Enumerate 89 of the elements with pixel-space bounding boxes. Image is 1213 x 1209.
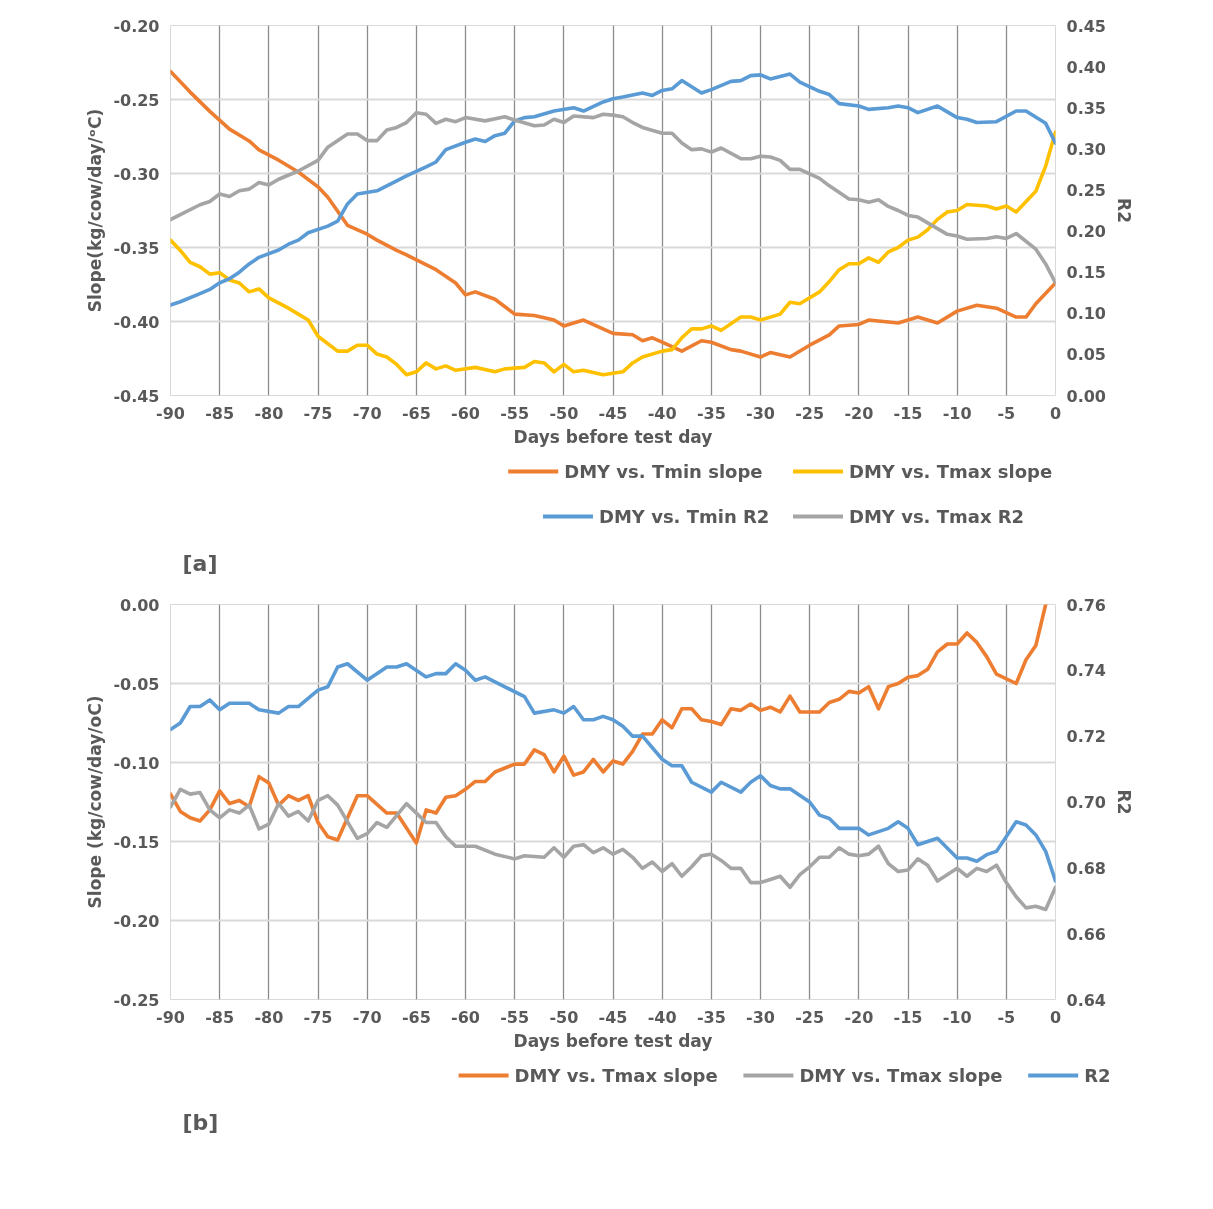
x-tick-label: -35 xyxy=(696,403,726,423)
y-tick-label: -0.45 xyxy=(113,386,160,406)
line-series xyxy=(170,787,1056,912)
x-tick-label: -70 xyxy=(352,403,382,423)
x-tick-label: -75 xyxy=(303,1007,333,1027)
x-tick-label: -85 xyxy=(205,1007,235,1027)
x-tick-label: -55 xyxy=(500,403,530,423)
legend-label: DMY vs. Tmax slope xyxy=(849,461,1053,482)
y2-tick-label: 0.40 xyxy=(1066,57,1106,77)
y-tick-label: -0.40 xyxy=(113,312,160,332)
x-tick-label: -70 xyxy=(352,1007,382,1027)
y-tick-label: -0.05 xyxy=(113,674,160,694)
legend-label: DMY vs. Tmin R2 xyxy=(599,506,770,527)
y2-tick-label: 0.25 xyxy=(1066,180,1106,200)
x-tick-label: -30 xyxy=(746,403,775,423)
x-tick-label: -5 xyxy=(997,1007,1016,1027)
x-tick-label: -35 xyxy=(696,1007,726,1027)
y2-tick-label: 0.74 xyxy=(1066,661,1106,681)
y2-tick-label: 0.70 xyxy=(1066,793,1106,812)
x-tick-label: -75 xyxy=(303,403,333,423)
y-tick-label: 0.00 xyxy=(120,595,160,615)
x-tick-label: -15 xyxy=(893,403,923,423)
x-tick-label: -45 xyxy=(598,403,628,423)
y-tick-label: -0.20 xyxy=(113,911,160,931)
legend-label: DMY vs. Tmin slope xyxy=(564,461,763,482)
x-tick-label: -25 xyxy=(795,1007,825,1027)
y-tick-label: -0.30 xyxy=(113,164,160,184)
x-tick-label: -20 xyxy=(844,1007,874,1027)
y2-tick-label: 0.45 xyxy=(1066,16,1106,36)
x-tick-label: -50 xyxy=(549,1007,579,1027)
legend-label: DMY vs. Tmax R2 xyxy=(849,506,1025,527)
y2-tick-label: 0.30 xyxy=(1066,139,1106,159)
y2-tick-label: 0.20 xyxy=(1066,222,1106,242)
y-tick-label: -0.15 xyxy=(113,832,160,852)
x-tick-label: -60 xyxy=(451,1007,480,1027)
y-tick-label: -0.25 xyxy=(113,90,160,110)
x-tick-label: -65 xyxy=(401,1007,431,1027)
x-tick-label: -25 xyxy=(795,403,825,423)
y2-tick-label: 0.00 xyxy=(1066,386,1106,406)
y-tick-label: -0.20 xyxy=(113,16,160,36)
legend-label: DMY vs. Tmax slope xyxy=(799,1065,1003,1086)
x-tick-label: -10 xyxy=(942,403,972,423)
y-tick-label: -0.25 xyxy=(113,990,160,1010)
y-axis-title: Slope (kg/cow/day/oC) xyxy=(85,695,106,909)
x-tick-label: -15 xyxy=(893,1007,923,1027)
y-tick-label: -0.10 xyxy=(113,753,160,773)
x-tick-label: -10 xyxy=(942,1007,972,1027)
x-tick-label: -80 xyxy=(254,403,284,423)
y2-tick-label: 0.15 xyxy=(1066,263,1106,283)
line-series xyxy=(170,661,1056,883)
x-tick-label: -30 xyxy=(746,1007,775,1027)
x-tick-label: -40 xyxy=(647,403,677,423)
line-series xyxy=(170,130,1056,377)
x-tick-label: -45 xyxy=(598,1007,628,1027)
y2-tick-label: 0.68 xyxy=(1066,858,1106,878)
y2-axis-title: R2 xyxy=(1113,789,1134,815)
y-tick-label: -0.35 xyxy=(113,238,160,258)
y2-tick-label: 0.05 xyxy=(1066,345,1106,365)
x-tick-label: -90 xyxy=(156,403,185,423)
y2-tick-label: 0.10 xyxy=(1066,304,1106,324)
x-tick-label: -85 xyxy=(205,403,235,423)
line-series xyxy=(170,69,1056,359)
x-tick-label: 0 xyxy=(1049,1007,1062,1027)
legend-label: R2 xyxy=(1084,1065,1111,1086)
line-series xyxy=(170,604,1048,845)
y2-tick-label: 0.64 xyxy=(1066,990,1106,1010)
x-tick-label: -50 xyxy=(549,403,579,423)
x-tick-label: -5 xyxy=(997,403,1016,423)
text: [a] xyxy=(182,550,218,576)
x-tick-label: -55 xyxy=(500,1007,530,1027)
line-series xyxy=(170,72,1056,307)
y2-tick-label: 0.35 xyxy=(1066,98,1106,118)
x-tick-label: 0 xyxy=(1049,403,1062,423)
x-axis-title: Days before test day xyxy=(513,1030,713,1051)
x-tick-label: -60 xyxy=(451,403,480,423)
y2-tick-label: 0.76 xyxy=(1066,595,1106,615)
legend-label: DMY vs. Tmax slope xyxy=(514,1065,718,1086)
line-series xyxy=(170,110,1056,285)
y2-axis-title: R2 xyxy=(1113,198,1134,223)
x-tick-label: -80 xyxy=(254,1007,284,1027)
x-tick-label: -20 xyxy=(844,403,874,423)
x-axis-title: Days before test day xyxy=(513,426,713,447)
y2-tick-label: 0.72 xyxy=(1066,727,1106,747)
x-tick-label: -40 xyxy=(647,1007,677,1027)
y2-tick-label: 0.66 xyxy=(1066,924,1106,944)
text: [b] xyxy=(182,1109,219,1135)
x-tick-label: -90 xyxy=(156,1007,185,1027)
y-axis-title: Slope(kg/cow/day/ᵒC) xyxy=(85,108,106,313)
x-tick-label: -65 xyxy=(401,403,431,423)
